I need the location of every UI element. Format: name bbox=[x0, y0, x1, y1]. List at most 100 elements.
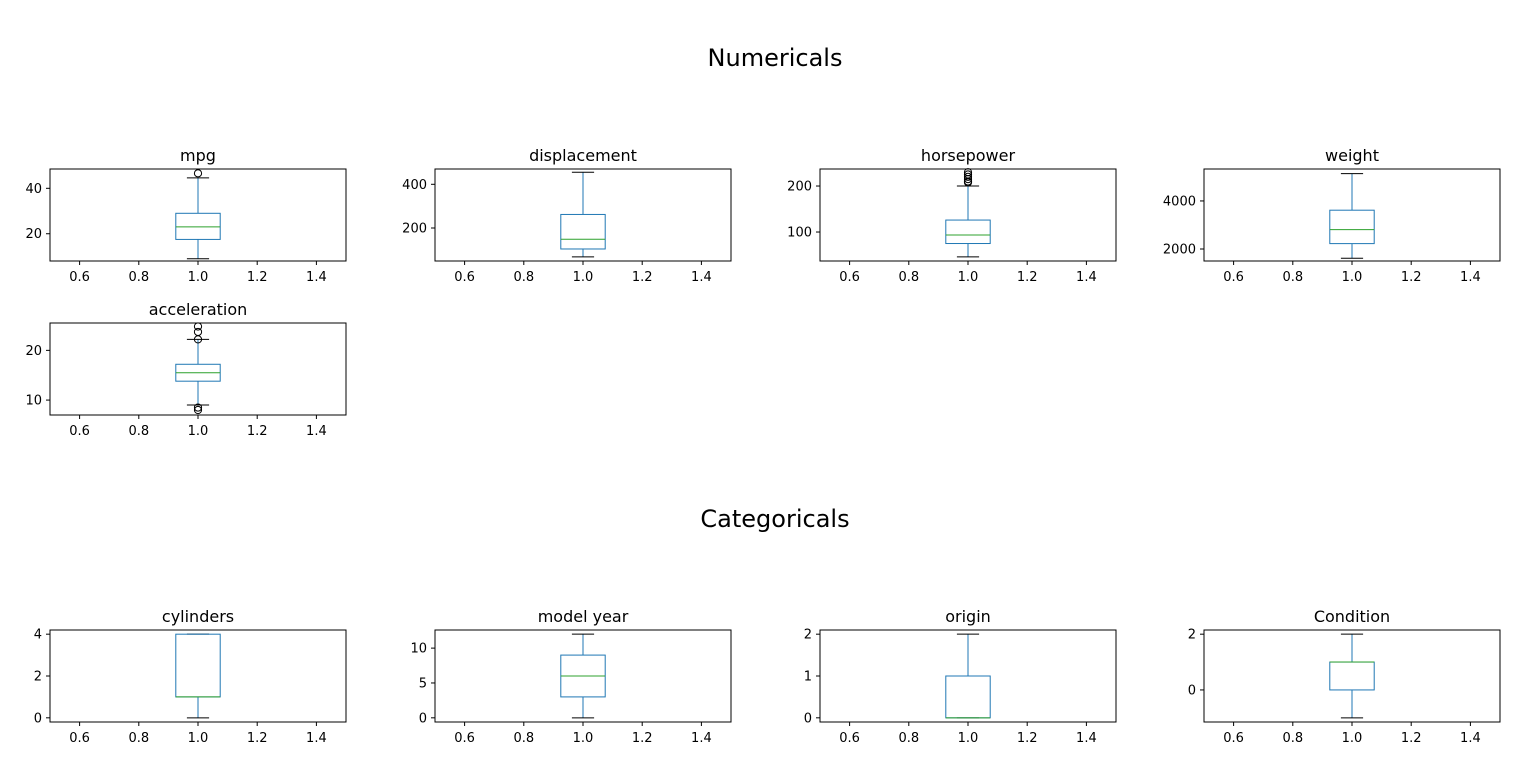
x-tick-label: 1.2 bbox=[1401, 270, 1422, 285]
panel-title: weight bbox=[1325, 146, 1379, 165]
x-tick-label: 0.8 bbox=[128, 424, 149, 439]
flier-point bbox=[193, 169, 203, 178]
axes-frame bbox=[49, 322, 347, 416]
y-tick-label: 2 bbox=[804, 628, 812, 643]
y-tick-label: 0 bbox=[419, 711, 427, 726]
x-tick-label: 1.2 bbox=[247, 731, 268, 746]
x-tick-label: 0.8 bbox=[898, 731, 919, 746]
iqr-box bbox=[1329, 209, 1375, 245]
x-tick-label: 1.2 bbox=[247, 270, 268, 285]
iqr-box bbox=[175, 212, 221, 240]
flier-point bbox=[963, 170, 973, 179]
x-tick-label: 1.4 bbox=[1076, 731, 1097, 746]
y-tick-label: 200 bbox=[787, 180, 812, 195]
axes-frame bbox=[1203, 629, 1501, 723]
x-tick-label: 1.0 bbox=[188, 424, 209, 439]
y-tick-label: 10 bbox=[410, 642, 427, 657]
x-tick-label: 1.0 bbox=[1342, 731, 1363, 746]
axes-frame bbox=[819, 629, 1117, 723]
x-tick-label: 1.0 bbox=[573, 270, 594, 285]
y-tick-label: 0 bbox=[34, 711, 42, 726]
axes-frame bbox=[819, 168, 1117, 262]
x-tick-label: 1.2 bbox=[632, 731, 653, 746]
y-tick-label: 400 bbox=[402, 178, 427, 193]
x-tick-label: 1.4 bbox=[1076, 270, 1097, 285]
axes-frame bbox=[1203, 168, 1501, 262]
x-tick-label: 0.6 bbox=[839, 270, 860, 285]
y-tick-label: 4 bbox=[34, 628, 42, 643]
x-tick-label: 0.8 bbox=[128, 731, 149, 746]
x-tick-label: 1.0 bbox=[573, 731, 594, 746]
y-tick-label: 2 bbox=[1188, 628, 1196, 643]
panel-origin: origin 0.6 0.8 1.0 1.2 1.4 0 1 2 bbox=[804, 607, 1117, 746]
x-tick-label: 1.4 bbox=[1460, 270, 1481, 285]
x-tick-label: 0.6 bbox=[1223, 731, 1244, 746]
x-tick-label: 1.0 bbox=[1342, 270, 1363, 285]
x-tick-label: 0.6 bbox=[839, 731, 860, 746]
axes-frame bbox=[434, 629, 732, 723]
flier-point bbox=[193, 405, 203, 415]
panel-title: mpg bbox=[180, 146, 216, 165]
x-tick-label: 1.0 bbox=[958, 270, 979, 285]
iqr-box bbox=[175, 633, 221, 698]
y-tick-label: 10 bbox=[25, 394, 42, 409]
x-tick-label: 1.2 bbox=[632, 270, 653, 285]
panel-model-year: model year 0.6 0.8 1.0 1.2 1.4 0 5 10 bbox=[410, 607, 732, 746]
y-tick-label: 200 bbox=[402, 222, 427, 237]
panel-condition: Condition 0.6 0.8 1.0 1.2 1.4 0 2 bbox=[1188, 607, 1501, 746]
x-tick-label: 1.4 bbox=[306, 424, 327, 439]
x-tick-label: 1.2 bbox=[1017, 270, 1038, 285]
y-tick-label: 40 bbox=[25, 182, 42, 197]
flier-point bbox=[193, 403, 203, 412]
flier-point bbox=[193, 335, 203, 344]
x-tick-label: 0.8 bbox=[898, 270, 919, 285]
panel-horsepower: horsepower 0.6 0.8 1.0 1.2 1.4 100 200 bbox=[787, 146, 1117, 285]
x-tick-label: 0.6 bbox=[1223, 270, 1244, 285]
axes-frame bbox=[434, 168, 732, 262]
x-tick-label: 1.4 bbox=[1460, 731, 1481, 746]
y-tick-label: 100 bbox=[787, 226, 812, 241]
x-tick-label: 1.0 bbox=[188, 270, 209, 285]
x-tick-label: 0.6 bbox=[454, 731, 475, 746]
x-tick-label: 0.8 bbox=[128, 270, 149, 285]
axes-frame bbox=[49, 629, 347, 723]
y-tick-label: 20 bbox=[25, 227, 42, 242]
iqr-box bbox=[1329, 661, 1375, 691]
y-tick-label: 1 bbox=[804, 670, 812, 685]
axes-frame bbox=[49, 168, 347, 262]
numericals-suptitle: Numericals bbox=[707, 44, 843, 72]
iqr-box bbox=[945, 219, 991, 245]
x-tick-label: 0.6 bbox=[454, 270, 475, 285]
x-tick-label: 0.8 bbox=[513, 731, 534, 746]
panel-displacement: displacement 0.6 0.8 1.0 1.2 1.4 200 400 bbox=[402, 146, 732, 285]
flier-point bbox=[193, 327, 203, 337]
y-tick-label: 4000 bbox=[1163, 194, 1196, 209]
panel-title: cylinders bbox=[162, 607, 234, 626]
panel-weight: weight 0.6 0.8 1.0 1.2 1.4 2000 4000 bbox=[1163, 146, 1501, 285]
x-tick-label: 0.6 bbox=[69, 270, 90, 285]
x-tick-label: 1.4 bbox=[691, 270, 712, 285]
x-tick-label: 1.0 bbox=[188, 731, 209, 746]
x-tick-label: 1.0 bbox=[958, 731, 979, 746]
panel-title: horsepower bbox=[921, 146, 1016, 165]
x-tick-label: 0.8 bbox=[1282, 270, 1303, 285]
panel-mpg: mpg 0.6 0.8 1.0 1.2 1.4 20 40 bbox=[25, 146, 347, 285]
x-tick-label: 1.2 bbox=[1017, 731, 1038, 746]
x-tick-label: 0.6 bbox=[69, 731, 90, 746]
iqr-box bbox=[560, 213, 606, 250]
x-tick-label: 0.8 bbox=[513, 270, 534, 285]
categoricals-suptitle: Categoricals bbox=[700, 505, 850, 533]
y-tick-label: 20 bbox=[25, 344, 42, 359]
x-tick-label: 1.2 bbox=[247, 424, 268, 439]
y-tick-label: 0 bbox=[1188, 683, 1196, 698]
panel-acceleration: acceleration 0.6 0.8 1.0 1.2 1.4 10 20 bbox=[25, 300, 347, 439]
iqr-box bbox=[945, 675, 991, 719]
y-tick-label: 5 bbox=[419, 676, 427, 691]
x-tick-label: 1.4 bbox=[306, 270, 327, 285]
x-tick-label: 1.4 bbox=[691, 731, 712, 746]
panel-cylinders: cylinders 0.6 0.8 1.0 1.2 1.4 0 2 4 bbox=[34, 607, 347, 746]
x-tick-label: 0.6 bbox=[69, 424, 90, 439]
y-tick-label: 2000 bbox=[1163, 242, 1196, 257]
y-tick-label: 0 bbox=[804, 711, 812, 726]
